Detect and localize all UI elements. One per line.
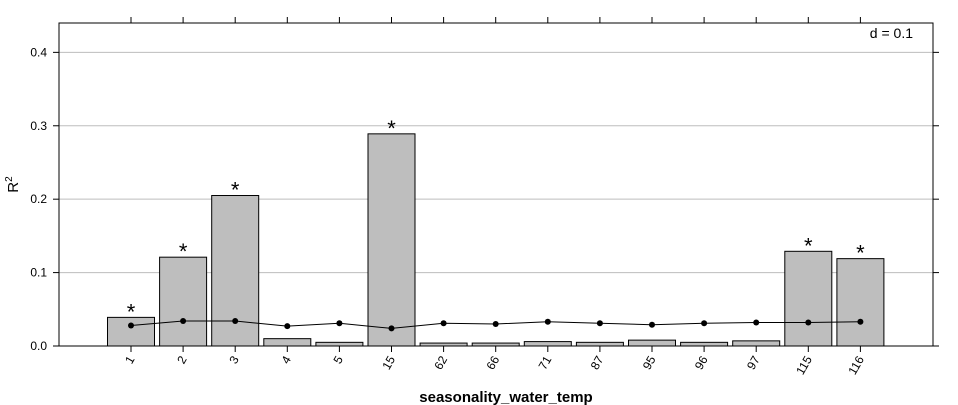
x-tick-label: 3 — [226, 353, 242, 366]
y-tick-label: 0.2 — [30, 192, 47, 206]
significance-star: * — [127, 299, 136, 324]
y-axis-title-superscript: 2 — [4, 176, 15, 182]
x-tick-label: 95 — [640, 353, 659, 372]
x-tick-label: 62 — [431, 353, 450, 372]
x-tick-label: 66 — [483, 353, 502, 372]
significance-star: * — [856, 241, 865, 266]
bar-1 — [107, 316, 155, 347]
bar-116 — [836, 258, 885, 347]
bar-15 — [367, 133, 416, 347]
significance-markers: * * * * * * — [127, 116, 865, 325]
x-tick-label: 96 — [692, 353, 711, 372]
bar-87 — [575, 341, 624, 347]
x-tick-label: 71 — [536, 353, 555, 372]
line-point-97 — [753, 319, 760, 326]
y-axis-title-main: R — [5, 182, 22, 193]
bar-95 — [628, 339, 676, 347]
line-point-71 — [544, 318, 551, 325]
x-tick-label: 1 — [122, 353, 138, 366]
line-point-2 — [180, 318, 187, 325]
line-point-1 — [128, 322, 134, 329]
significance-star: * — [179, 239, 188, 264]
x-tick-label: 87 — [588, 353, 607, 372]
bar-5 — [315, 341, 364, 347]
bar-96 — [680, 341, 729, 347]
x-tick-label: 97 — [744, 353, 763, 372]
y-tick-label: 0.0 — [30, 339, 47, 353]
line-point-115 — [805, 319, 812, 326]
bar-115 — [784, 250, 833, 347]
bar-71 — [523, 341, 572, 347]
x-tick-label: 115 — [793, 353, 815, 377]
axis-ticks — [53, 17, 939, 352]
line-point-66 — [492, 320, 499, 327]
y-tick-label: 0.4 — [30, 45, 47, 59]
line-point-5 — [336, 320, 343, 327]
grid-lines — [59, 51, 933, 274]
x-tick-label: 5 — [331, 353, 347, 366]
line-point-4 — [284, 323, 291, 330]
y-tick-label: 0.3 — [30, 119, 47, 133]
significance-star: * — [804, 233, 813, 258]
bars — [107, 133, 885, 347]
x-tick-label: 15 — [379, 353, 398, 372]
significance-star: * — [231, 178, 240, 203]
line-point-62 — [440, 320, 447, 327]
x-tick-label: 116 — [845, 353, 867, 377]
x-tick-label: 2 — [174, 353, 190, 366]
bar-2 — [159, 256, 208, 347]
bar-4 — [263, 338, 312, 347]
annotation-label: d = 0.1 — [870, 25, 913, 41]
line-point-95 — [649, 321, 655, 328]
line-point-87 — [596, 320, 603, 327]
line-point-116 — [857, 318, 864, 325]
x-tick-labels: 1 2 3 4 5 15 62 66 71 87 95 96 97 115 116 — [122, 353, 867, 377]
y-axis-title: R2 — [4, 176, 22, 193]
significance-star: * — [387, 116, 396, 141]
x-axis-title: seasonality_water_temp — [419, 389, 592, 405]
line-point-15 — [388, 325, 395, 332]
y-tick-labels: 0.0 0.1 0.2 0.3 0.4 — [30, 45, 47, 353]
line-series — [128, 318, 864, 332]
line-point-3 — [232, 318, 239, 325]
x-tick-label: 4 — [278, 353, 294, 366]
line-point-96 — [701, 320, 708, 327]
y-tick-label: 0.1 — [30, 266, 47, 280]
bar-97 — [732, 340, 781, 347]
